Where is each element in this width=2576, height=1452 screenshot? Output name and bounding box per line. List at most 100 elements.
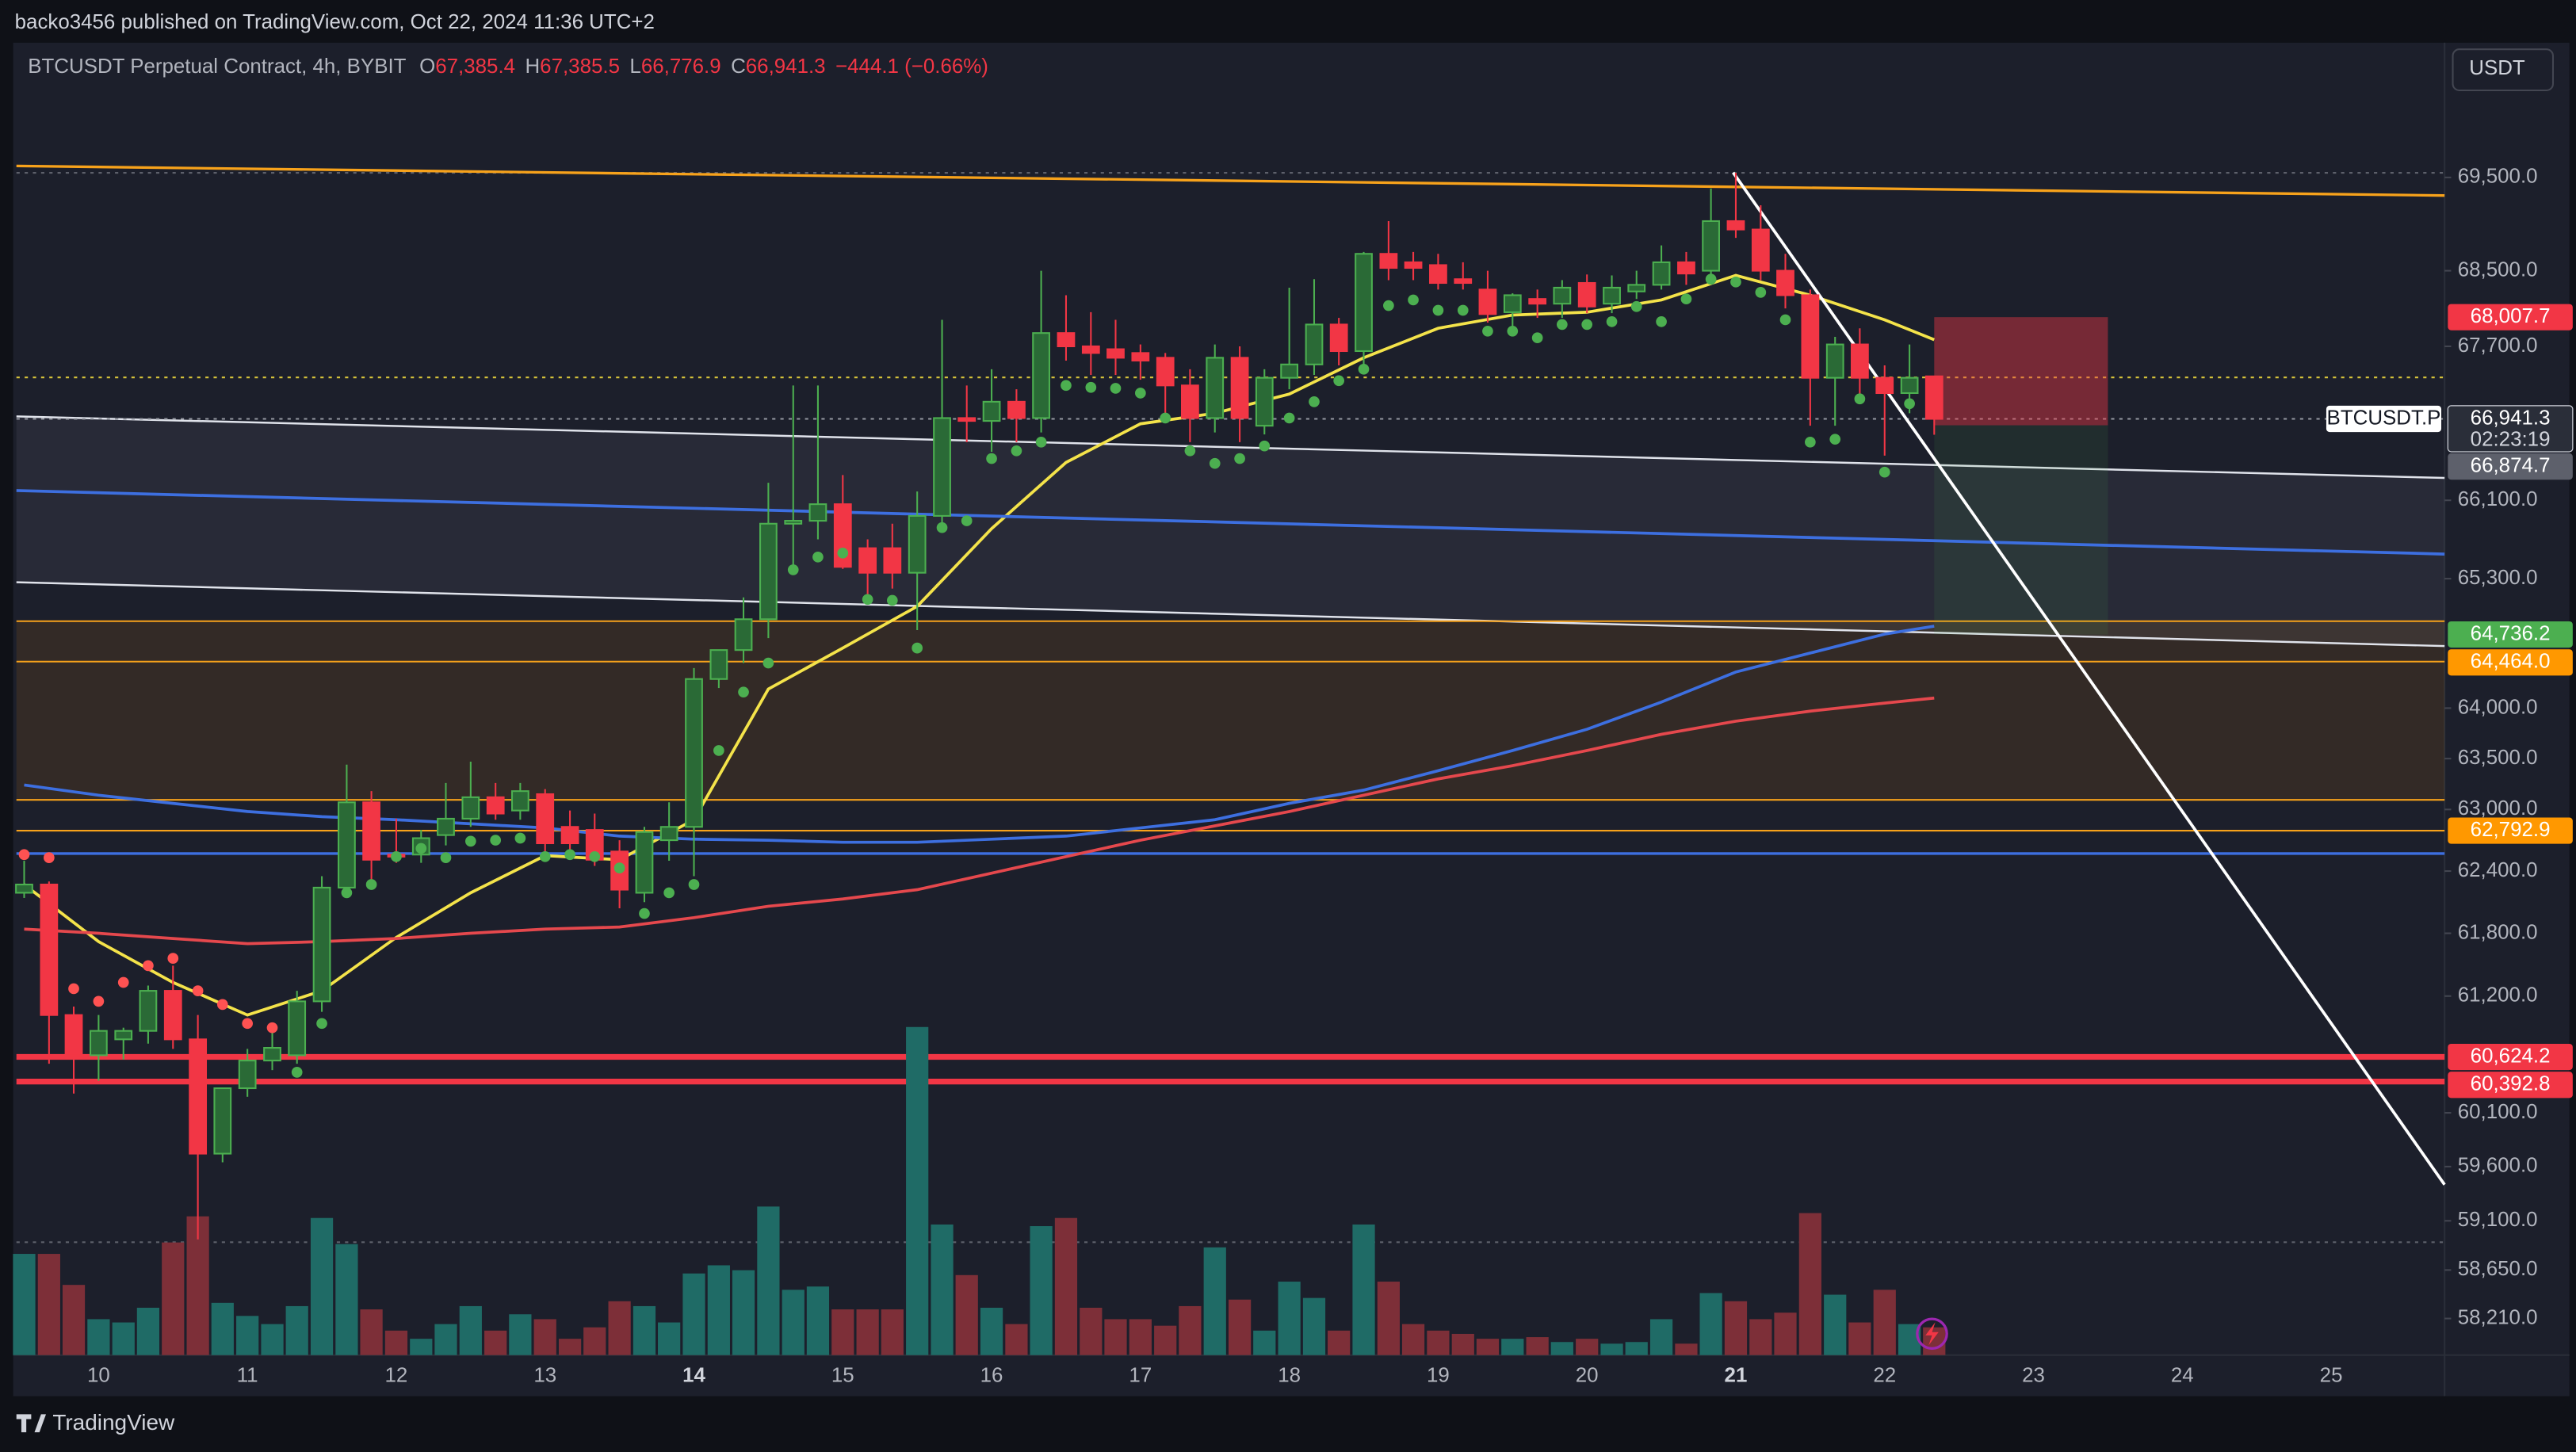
candle-body bbox=[685, 678, 703, 828]
candle-body bbox=[40, 883, 59, 1016]
volume-bar bbox=[1649, 1319, 1673, 1355]
sar-dot bbox=[1333, 375, 1344, 387]
volume-bar bbox=[533, 1319, 556, 1355]
candle-body bbox=[338, 801, 356, 888]
sar-dot bbox=[1656, 316, 1667, 327]
candle-body bbox=[1900, 376, 1919, 395]
candle-body bbox=[1652, 261, 1671, 286]
volume-bar bbox=[1699, 1293, 1722, 1355]
candle-body bbox=[1924, 375, 1943, 420]
sar-dot bbox=[1160, 412, 1171, 424]
x-tick-label: 21 bbox=[1725, 1365, 1748, 1387]
x-tick-label: 17 bbox=[1129, 1365, 1152, 1387]
sar-dot bbox=[961, 515, 973, 526]
sar-dot bbox=[762, 657, 774, 669]
volume-bar bbox=[37, 1254, 60, 1355]
currency-label[interactable]: USDT bbox=[2469, 57, 2525, 79]
ohlc-value: 67,385.4 bbox=[435, 55, 515, 78]
sar-dot bbox=[663, 887, 675, 899]
symbol-tag-label: BTCUSDT.P bbox=[2327, 407, 2441, 429]
sar-dot bbox=[167, 953, 179, 964]
x-tick-label: 25 bbox=[2320, 1365, 2343, 1387]
sar-dot bbox=[464, 835, 476, 847]
volume-bar bbox=[1600, 1343, 1623, 1355]
volume-bar bbox=[931, 1224, 954, 1355]
ohlc-key: H bbox=[525, 55, 540, 78]
sar-dot bbox=[1556, 319, 1568, 331]
sar-dot bbox=[613, 862, 625, 873]
price-tag bbox=[2448, 621, 2573, 648]
sar-dot bbox=[1531, 332, 1543, 344]
channel-line bbox=[16, 581, 2445, 648]
candle-body bbox=[1503, 294, 1522, 313]
y-tick-label: 61,200.0 bbox=[2458, 984, 2538, 1007]
volume-bar bbox=[1476, 1339, 1500, 1355]
sar-dot bbox=[688, 879, 700, 890]
sar-dot bbox=[490, 835, 502, 846]
sar-dot bbox=[589, 851, 601, 862]
sar-dot bbox=[639, 908, 650, 919]
candle-body bbox=[238, 1060, 257, 1090]
candle-body bbox=[1180, 384, 1199, 419]
x-tick-label: 10 bbox=[87, 1365, 110, 1387]
volume-bar bbox=[62, 1285, 86, 1355]
volume-bar bbox=[1154, 1325, 1177, 1355]
volume-bar bbox=[112, 1322, 135, 1355]
candle-body bbox=[933, 417, 951, 517]
candle-body bbox=[510, 790, 529, 812]
x-tick-label: 16 bbox=[980, 1365, 1003, 1387]
sar-dot bbox=[440, 852, 452, 863]
sar-dot bbox=[93, 995, 105, 1007]
sar-dot bbox=[1383, 300, 1394, 311]
channel-fill bbox=[16, 416, 2445, 647]
footer-logo: TradingView bbox=[16, 1410, 175, 1435]
ohlc-value: 67,385.5 bbox=[540, 55, 620, 78]
sar-dot bbox=[316, 1018, 327, 1030]
trendline bbox=[1732, 171, 2446, 1186]
candle-body bbox=[139, 990, 158, 1032]
sar-dot bbox=[1035, 436, 1047, 448]
candle-body bbox=[1825, 343, 1844, 379]
candle-body bbox=[1379, 253, 1398, 269]
volume-bar bbox=[831, 1309, 854, 1355]
candle-body bbox=[1106, 348, 1125, 359]
candle-body bbox=[288, 1000, 307, 1057]
sar-dot bbox=[1829, 434, 1841, 445]
candle-body bbox=[1702, 220, 1720, 272]
volume-bar bbox=[1030, 1226, 1053, 1355]
candle-body bbox=[263, 1047, 281, 1062]
y-tick-label: 60,100.0 bbox=[2458, 1101, 2538, 1123]
sar-dot bbox=[365, 879, 377, 890]
y-tick-label: 62,400.0 bbox=[2458, 859, 2538, 881]
sar-dot bbox=[1606, 316, 1618, 327]
price-countdown: 02:23:19 bbox=[2471, 428, 2551, 450]
volume-bar bbox=[434, 1324, 457, 1355]
price-tag-label: 68,007.7 bbox=[2471, 305, 2551, 327]
volume-bar bbox=[1203, 1247, 1226, 1355]
candle-body bbox=[1404, 261, 1423, 269]
candle-body bbox=[1603, 286, 1621, 305]
volume-bar bbox=[211, 1302, 234, 1355]
x-tick-label: 20 bbox=[1576, 1365, 1599, 1387]
sar-dot bbox=[1507, 325, 1519, 337]
currency-button[interactable] bbox=[2452, 48, 2555, 92]
x-tick-label: 19 bbox=[1427, 1365, 1450, 1387]
x-tick-label: 23 bbox=[2022, 1365, 2045, 1387]
candle-body bbox=[1131, 352, 1150, 362]
sar-dot bbox=[713, 745, 724, 756]
sar-dot bbox=[1680, 293, 1692, 305]
volume-bar bbox=[1104, 1319, 1127, 1355]
sar-dot bbox=[1358, 363, 1370, 375]
channel-line bbox=[16, 415, 2445, 480]
y-tick-label: 67,700.0 bbox=[2458, 334, 2538, 357]
candle-body bbox=[362, 801, 380, 861]
sar-dot bbox=[266, 1022, 278, 1034]
alert-icon[interactable] bbox=[1916, 1317, 1948, 1351]
sar-dot bbox=[1904, 398, 1915, 410]
sar-dot bbox=[514, 832, 526, 844]
volume-bar bbox=[310, 1217, 334, 1355]
price-tag-label: 60,624.2 bbox=[2471, 1045, 2551, 1067]
sar-dot bbox=[1432, 304, 1444, 316]
sar-dot bbox=[1184, 445, 1196, 457]
candle-body bbox=[560, 826, 579, 845]
